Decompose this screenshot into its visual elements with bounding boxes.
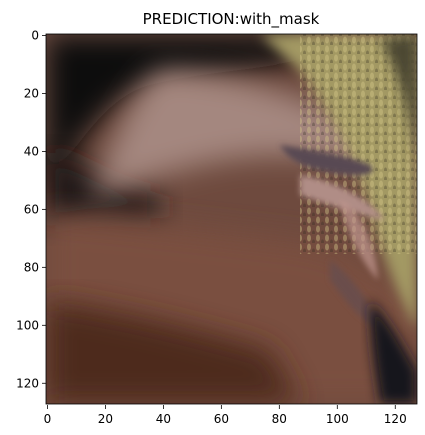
- chart-title: PREDICTION:with_mask: [143, 10, 320, 29]
- x-tick-label: 120: [384, 412, 407, 426]
- x-tick-label: 80: [272, 412, 287, 426]
- prediction-image: [46, 34, 417, 404]
- x-tick-label: 60: [214, 412, 229, 426]
- y-tick-label: 100: [16, 318, 39, 332]
- y-tick-label: 60: [24, 202, 39, 216]
- y-tick-label: 120: [16, 376, 39, 390]
- x-tick-label: 40: [156, 412, 171, 426]
- y-tick-label: 40: [24, 144, 39, 158]
- x-axis: 0 20 40 60 80 100 120: [44, 405, 407, 426]
- axes-frame: [45, 33, 418, 405]
- y-tick-label: 20: [24, 86, 39, 100]
- x-tick-label: 0: [44, 412, 52, 426]
- y-tick-label: 0: [31, 28, 39, 42]
- x-tick-label: 20: [98, 412, 113, 426]
- y-axis: 0 20 40 60 80 100 120: [16, 28, 46, 390]
- y-tick-label: 80: [24, 260, 39, 274]
- x-tick-label: 100: [326, 412, 349, 426]
